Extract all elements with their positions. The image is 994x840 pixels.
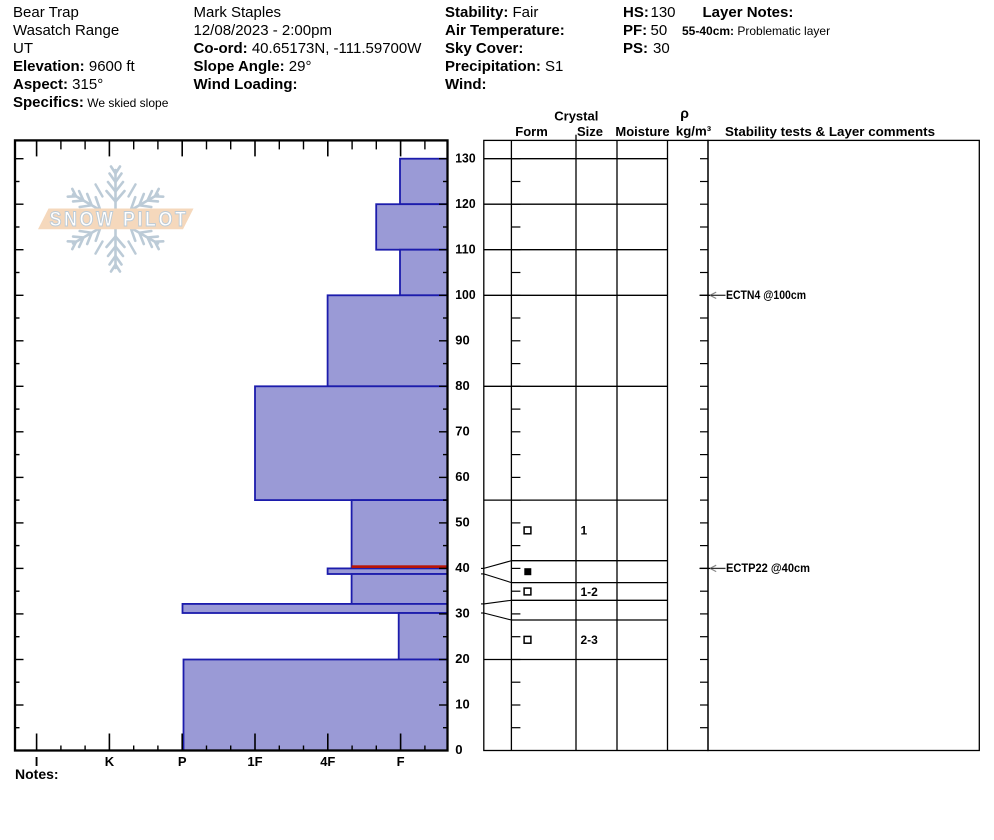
- svg-text:Wind:: Wind:: [445, 76, 487, 93]
- svg-text:30: 30: [653, 40, 670, 57]
- svg-text:I: I: [35, 754, 39, 769]
- svg-text:60: 60: [455, 469, 469, 484]
- svg-text:Layer Notes:: Layer Notes:: [703, 4, 794, 21]
- svg-text:110: 110: [455, 241, 475, 256]
- svg-text:10: 10: [455, 697, 469, 712]
- svg-text:100: 100: [455, 287, 475, 302]
- svg-text:ECTP22 @40cm: ECTP22 @40cm: [726, 563, 810, 575]
- svg-text:55-40cm: Problematic layer: 55-40cm: Problematic layer: [682, 24, 830, 38]
- svg-text:Sky Cover:: Sky Cover:: [445, 40, 523, 57]
- svg-text:Air Temperature:: Air Temperature:: [445, 22, 565, 39]
- svg-text:130: 130: [651, 4, 676, 21]
- svg-text:kg/m³: kg/m³: [676, 124, 712, 139]
- svg-text:90: 90: [455, 332, 469, 347]
- svg-text:K: K: [105, 754, 115, 769]
- svg-text:PS:: PS:: [623, 40, 648, 57]
- svg-text:Elevation: 9600 ft: Elevation: 9600 ft: [13, 58, 136, 75]
- svg-text:1: 1: [581, 524, 588, 538]
- svg-text:Notes:: Notes:: [15, 766, 59, 782]
- svg-text:Wasatch Range: Wasatch Range: [13, 22, 119, 39]
- svg-text:0: 0: [455, 742, 462, 757]
- svg-text:PF:: PF:: [623, 22, 647, 39]
- svg-text:HS:: HS:: [623, 4, 649, 21]
- svg-text:P: P: [178, 754, 187, 769]
- svg-text:Bear Trap: Bear Trap: [13, 4, 79, 21]
- svg-text:30: 30: [455, 606, 469, 621]
- svg-text:Precipitation: S1: Precipitation: S1: [445, 58, 563, 75]
- svg-text:40: 40: [455, 560, 469, 575]
- svg-text:70: 70: [455, 423, 469, 438]
- svg-text:Stability: Fair: Stability: Fair: [445, 4, 538, 21]
- svg-text:Specifics: We skied slope: Specifics: We skied slope: [13, 94, 169, 111]
- svg-text:50: 50: [651, 22, 668, 39]
- svg-text:Size: Size: [577, 124, 603, 139]
- svg-text:12/08/2023 - 2:00pm: 12/08/2023 - 2:00pm: [194, 22, 332, 39]
- svg-text:Form: Form: [515, 124, 548, 139]
- svg-text:Moisture: Moisture: [615, 124, 669, 139]
- svg-text:Wind Loading:: Wind Loading:: [194, 76, 298, 93]
- svg-text:Mark Staples: Mark Staples: [194, 4, 282, 21]
- svg-text:20: 20: [455, 651, 469, 666]
- svg-text:1-2: 1-2: [581, 585, 599, 599]
- svg-text:50: 50: [455, 515, 469, 530]
- svg-text:Aspect: 315°: Aspect: 315°: [13, 76, 103, 93]
- svg-text:Slope Angle: 29°: Slope Angle: 29°: [194, 58, 312, 75]
- svg-text:SNOW PILOT: SNOW PILOT: [50, 208, 189, 231]
- svg-text:1F: 1F: [247, 754, 262, 769]
- svg-text:F: F: [397, 754, 405, 769]
- svg-text:120: 120: [455, 196, 475, 211]
- svg-text:130: 130: [455, 150, 475, 165]
- svg-text:ECTN4 @100cm: ECTN4 @100cm: [726, 290, 806, 302]
- svg-text:4F: 4F: [320, 754, 335, 769]
- svg-text:Stability tests & Layer commen: Stability tests & Layer comments: [725, 124, 935, 139]
- svg-text:Co-ord: 40.65173N, -111.59700W: Co-ord: 40.65173N, -111.59700W: [194, 40, 423, 57]
- svg-text:80: 80: [455, 378, 469, 393]
- svg-text:2-3: 2-3: [581, 633, 599, 647]
- svg-text:UT: UT: [13, 40, 33, 57]
- svg-text:ρ: ρ: [680, 105, 689, 121]
- svg-text:Crystal: Crystal: [554, 109, 598, 124]
